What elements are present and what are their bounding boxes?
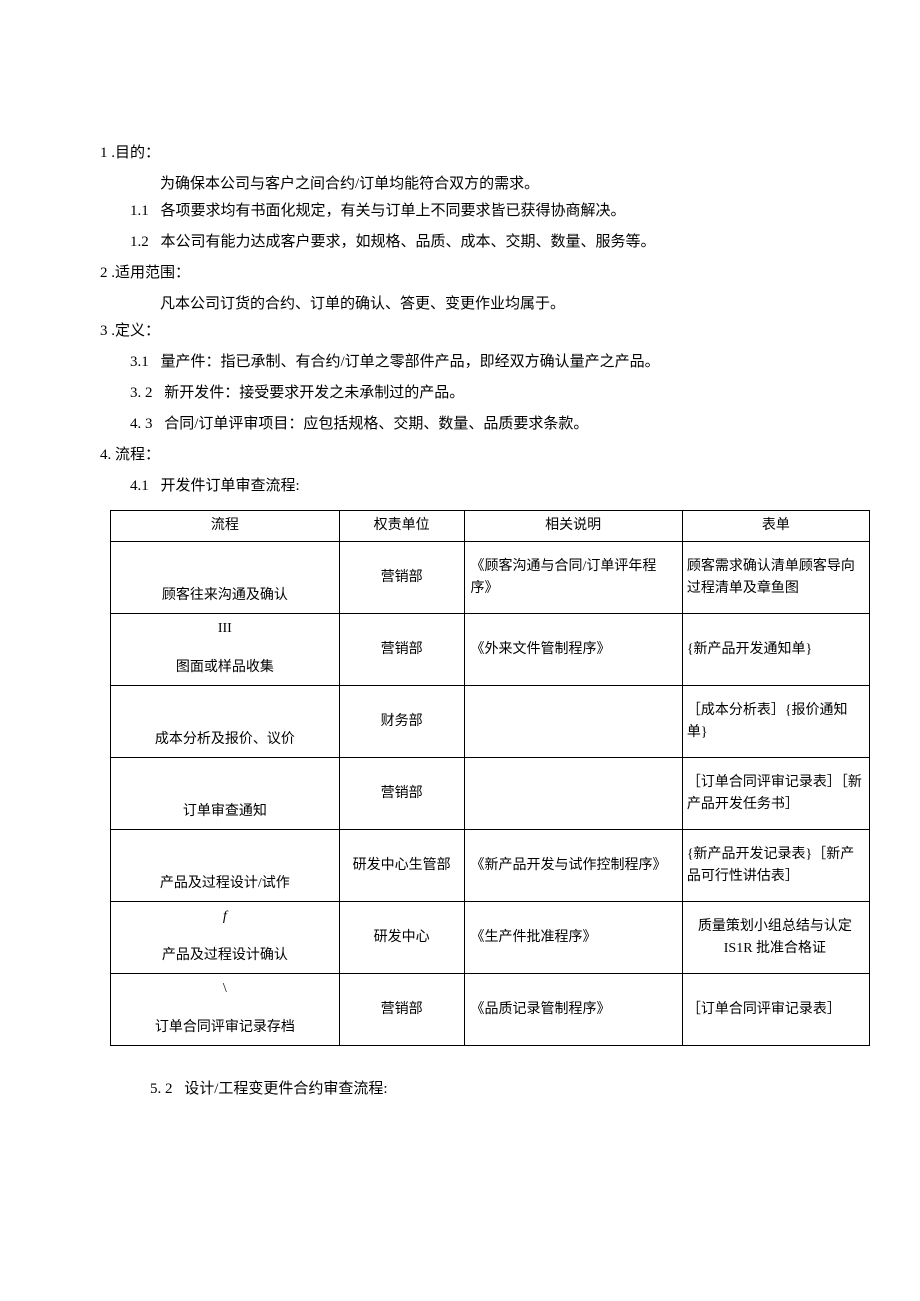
section-5-2: 5. 2 设计/工程变更件合约审查流程: bbox=[100, 1076, 830, 1103]
flow-label: 产品及过程设计确认 bbox=[111, 945, 339, 967]
form-cell: ［订单合同评审记录表］ bbox=[682, 974, 869, 1046]
table-header-row: 流程 权责单位 相关说明 表单 bbox=[111, 511, 870, 542]
section-3: 3 .定义： bbox=[100, 318, 830, 345]
section-4-num: 4. bbox=[100, 442, 111, 469]
desc-cell: 《新产品开发与试作控制程序》 bbox=[464, 830, 682, 902]
table-row: 顾客往来沟通及确认营销部《顾客沟通与合同/订单评年程序》顾客需求确认清单顾客导向… bbox=[111, 542, 870, 614]
desc-cell: 《品质记录管制程序》 bbox=[464, 974, 682, 1046]
flow-cell: \ 订单合同评审记录存档 bbox=[111, 974, 340, 1046]
section-3-2-text: 新开发件：接受要求开发之未承制过的产品。 bbox=[164, 385, 464, 401]
flow-label: 成本分析及报价、议价 bbox=[111, 729, 339, 751]
form-cell: 质量策划小组总结与认定 IS1R 批准合格证 bbox=[682, 902, 869, 974]
flow-cell: 成本分析及报价、议价 bbox=[111, 686, 340, 758]
desc-cell: 《生产件批准程序》 bbox=[464, 902, 682, 974]
section-3-1-text: 量产件：指已承制、有合约/订单之零部件产品，即经双方确认量产之产品。 bbox=[161, 354, 660, 370]
section-1-num: 1 bbox=[100, 140, 108, 167]
flow-label: 顾客往来沟通及确认 bbox=[111, 585, 339, 607]
flow-cell: 顾客往来沟通及确认 bbox=[111, 542, 340, 614]
header-flow: 流程 bbox=[111, 511, 340, 542]
table-row: 成本分析及报价、议价财务部 ［成本分析表］{报价通知单} bbox=[111, 686, 870, 758]
flow-label: 图面或样品收集 bbox=[111, 657, 339, 679]
section-2-title: .适用范围： bbox=[111, 260, 190, 287]
flow-symbol: \ bbox=[111, 978, 339, 1000]
section-2-num: 2 bbox=[100, 260, 108, 287]
section-3-2-num: 3. 2 bbox=[130, 380, 153, 407]
header-form: 表单 bbox=[682, 511, 869, 542]
section-4-title: 流程： bbox=[115, 442, 160, 469]
section-3-3-num: 4. 3 bbox=[130, 411, 153, 438]
dept-cell: 财务部 bbox=[339, 686, 464, 758]
section-1-1: 1.1 各项要求均有书面化规定，有关与订单上不同要求皆已获得协商解决。 bbox=[100, 198, 830, 225]
section-5-2-num: 5. 2 bbox=[150, 1076, 173, 1103]
dept-cell: 营销部 bbox=[339, 614, 464, 686]
header-dept: 权责单位 bbox=[339, 511, 464, 542]
section-3-1-num: 3.1 bbox=[130, 349, 149, 376]
flow-symbol: f bbox=[111, 906, 339, 928]
form-cell: {新产品开发通知单} bbox=[682, 614, 869, 686]
flow-label: 订单合同评审记录存档 bbox=[111, 1017, 339, 1039]
section-4-1-text: 开发件订单审查流程: bbox=[161, 478, 300, 494]
section-2-body: 凡本公司订货的合约、订单的确认、答更、变更作业均属于。 bbox=[100, 291, 830, 318]
form-cell: ［订单合同评审记录表］［新产品开发任务书］ bbox=[682, 758, 869, 830]
dept-cell: 营销部 bbox=[339, 974, 464, 1046]
flow-cell: f 产品及过程设计确认 bbox=[111, 902, 340, 974]
section-4-1: 4.1 开发件订单审查流程: bbox=[100, 473, 830, 500]
desc-cell: 《顾客沟通与合同/订单评年程序》 bbox=[464, 542, 682, 614]
section-3-1: 3.1 量产件：指已承制、有合约/订单之零部件产品，即经双方确认量产之产品。 bbox=[100, 349, 830, 376]
table-row: 订单审查通知营销部 ［订单合同评审记录表］［新产品开发任务书］ bbox=[111, 758, 870, 830]
desc-cell: 《外来文件管制程序》 bbox=[464, 614, 682, 686]
section-3-2: 3. 2 新开发件：接受要求开发之未承制过的产品。 bbox=[100, 380, 830, 407]
section-3-title: .定义： bbox=[111, 318, 160, 345]
section-1-title: .目的： bbox=[111, 140, 160, 167]
section-2: 2 .适用范围： bbox=[100, 260, 830, 287]
dept-cell: 营销部 bbox=[339, 758, 464, 830]
form-cell: 顾客需求确认清单顾客导向过程清单及章鱼图 bbox=[682, 542, 869, 614]
form-cell: {新产品开发记录表}［新产品可行性讲估表］ bbox=[682, 830, 869, 902]
section-1-1-num: 1.1 bbox=[130, 198, 149, 225]
section-3-num: 3 bbox=[100, 318, 108, 345]
section-5-2-text: 设计/工程变更件合约审查流程: bbox=[184, 1081, 387, 1097]
dept-cell: 研发中心生管部 bbox=[339, 830, 464, 902]
section-1: 1 .目的： bbox=[100, 140, 830, 167]
desc-cell bbox=[464, 686, 682, 758]
dept-cell: 营销部 bbox=[339, 542, 464, 614]
table-row: 产品及过程设计/试作研发中心生管部《新产品开发与试作控制程序》{新产品开发记录表… bbox=[111, 830, 870, 902]
flow-cell: 产品及过程设计/试作 bbox=[111, 830, 340, 902]
section-3-3: 4. 3 合同/订单评审项目：应包括规格、交期、数量、品质要求条款。 bbox=[100, 411, 830, 438]
table-row: f 产品及过程设计确认研发中心《生产件批准程序》质量策划小组总结与认定 IS1R … bbox=[111, 902, 870, 974]
section-3-3-text: 合同/订单评审项目：应包括规格、交期、数量、品质要求条款。 bbox=[164, 416, 588, 432]
process-table: 流程 权责单位 相关说明 表单 顾客往来沟通及确认营销部《顾客沟通与合同/订单评… bbox=[110, 510, 870, 1046]
section-1-body: 为确保本公司与客户之间合约/订单均能符合双方的需求。 bbox=[100, 171, 830, 198]
table-row: III 图面或样品收集营销部《外来文件管制程序》{新产品开发通知单} bbox=[111, 614, 870, 686]
table-row: \ 订单合同评审记录存档营销部《品质记录管制程序》［订单合同评审记录表］ bbox=[111, 974, 870, 1046]
flow-symbol: III bbox=[111, 618, 339, 640]
section-4-1-num: 4.1 bbox=[130, 473, 149, 500]
section-1-1-text: 各项要求均有书面化规定，有关与订单上不同要求皆已获得协商解决。 bbox=[161, 203, 626, 219]
flow-cell: 订单审查通知 bbox=[111, 758, 340, 830]
flow-label: 订单审查通知 bbox=[111, 801, 339, 823]
section-1-2-num: 1.2 bbox=[130, 229, 149, 256]
section-1-2: 1.2 本公司有能力达成客户要求，如规格、品质、成本、交期、数量、服务等。 bbox=[100, 229, 830, 256]
header-desc: 相关说明 bbox=[464, 511, 682, 542]
section-4: 4. 流程： bbox=[100, 442, 830, 469]
flow-label: 产品及过程设计/试作 bbox=[111, 873, 339, 895]
desc-cell bbox=[464, 758, 682, 830]
flow-cell: III 图面或样品收集 bbox=[111, 614, 340, 686]
form-cell: ［成本分析表］{报价通知单} bbox=[682, 686, 869, 758]
dept-cell: 研发中心 bbox=[339, 902, 464, 974]
section-1-2-text: 本公司有能力达成客户要求，如规格、品质、成本、交期、数量、服务等。 bbox=[161, 234, 656, 250]
